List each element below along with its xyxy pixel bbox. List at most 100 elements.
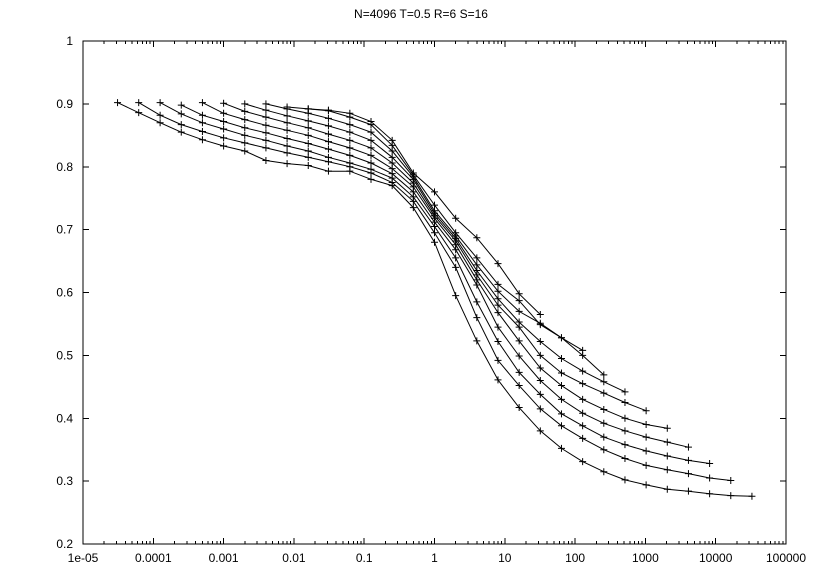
data-point — [515, 352, 523, 360]
data-point — [324, 153, 332, 161]
series-line — [117, 102, 752, 497]
data-point — [346, 121, 354, 129]
data-point — [304, 117, 312, 125]
series-1 — [114, 99, 756, 500]
data-point — [536, 321, 544, 329]
data-point — [304, 153, 312, 161]
series-line — [159, 102, 710, 464]
data-point — [600, 405, 608, 413]
data-point — [156, 99, 164, 107]
data-point — [198, 99, 206, 107]
data-point — [241, 116, 249, 124]
y-tick-label: 0.3 — [56, 474, 73, 488]
data-point — [241, 139, 249, 147]
data-point — [283, 126, 291, 134]
x-tick-label: 0.001 — [209, 551, 239, 565]
data-point — [135, 109, 143, 117]
data-point — [536, 338, 544, 346]
series-7 — [241, 100, 629, 396]
data-point — [600, 378, 608, 386]
series-4 — [177, 101, 692, 451]
data-point — [220, 109, 228, 117]
data-point — [304, 105, 312, 113]
data-point — [642, 447, 650, 455]
data-point — [536, 377, 544, 385]
data-point — [515, 368, 523, 376]
data-point — [452, 254, 460, 262]
series-6 — [220, 99, 650, 415]
data-point — [642, 481, 650, 489]
data-point — [684, 456, 692, 464]
data-point — [536, 364, 544, 372]
data-point — [642, 433, 650, 441]
series-line — [202, 102, 668, 429]
data-point — [220, 142, 228, 150]
data-point — [642, 421, 650, 429]
data-point — [621, 427, 629, 435]
data-point — [283, 160, 291, 168]
data-point — [409, 204, 417, 212]
data-point — [557, 444, 565, 452]
data-point — [473, 314, 481, 322]
data-point — [494, 280, 502, 288]
data-point — [198, 119, 206, 127]
x-tick-label: 1e-05 — [68, 551, 99, 565]
data-point — [198, 136, 206, 144]
data-point — [515, 337, 523, 345]
series-2 — [135, 99, 735, 484]
data-point — [494, 338, 502, 346]
plot-series — [114, 99, 756, 500]
data-point — [727, 476, 735, 484]
data-point — [324, 114, 332, 122]
data-point — [367, 117, 375, 125]
y-tick-label: 0.7 — [56, 223, 73, 237]
data-point — [220, 125, 228, 133]
data-point — [579, 409, 587, 417]
y-tick-label: 0.4 — [56, 411, 73, 425]
data-point — [220, 134, 228, 142]
data-point — [241, 107, 249, 115]
data-point — [431, 238, 438, 246]
data-point — [494, 356, 502, 364]
data-point — [621, 399, 629, 407]
data-point — [473, 337, 481, 345]
x-tick-label: 0.01 — [282, 551, 306, 565]
data-point — [473, 254, 481, 262]
data-point — [367, 159, 375, 167]
data-point — [324, 122, 332, 130]
y-tick-label: 0.6 — [56, 286, 73, 300]
data-point — [346, 151, 354, 159]
data-point — [557, 382, 565, 390]
data-point — [515, 307, 523, 315]
data-point — [262, 121, 270, 129]
data-point — [642, 461, 650, 469]
data-point — [706, 474, 714, 482]
data-point — [536, 311, 544, 319]
data-point — [642, 407, 650, 415]
data-point — [283, 119, 291, 127]
data-point — [706, 460, 714, 468]
data-point — [346, 136, 354, 144]
chart-title: N=4096 T=0.5 R=6 S=16 — [354, 7, 488, 21]
data-point — [367, 144, 375, 152]
data-point — [304, 161, 312, 169]
data-point — [156, 119, 164, 127]
y-tick-label: 0.8 — [56, 160, 73, 174]
plot-axes: 1e-05 0.0001 0.001 0.01 0.1 1 10 100 1000 10000 10… — [56, 34, 806, 565]
data-point — [515, 318, 523, 326]
data-point — [600, 389, 608, 397]
data-point — [684, 487, 692, 495]
data-point — [557, 422, 565, 430]
data-point — [304, 139, 312, 147]
data-point — [388, 136, 396, 144]
data-point — [557, 410, 565, 418]
data-point — [536, 390, 544, 398]
data-point — [579, 434, 587, 442]
data-point — [727, 492, 735, 500]
data-point — [346, 159, 354, 167]
x-tick-label: 100000 — [766, 551, 806, 565]
data-point — [304, 147, 312, 155]
x-tick-label: 0.1 — [356, 551, 373, 565]
data-point — [579, 395, 587, 403]
data-point — [346, 128, 354, 136]
